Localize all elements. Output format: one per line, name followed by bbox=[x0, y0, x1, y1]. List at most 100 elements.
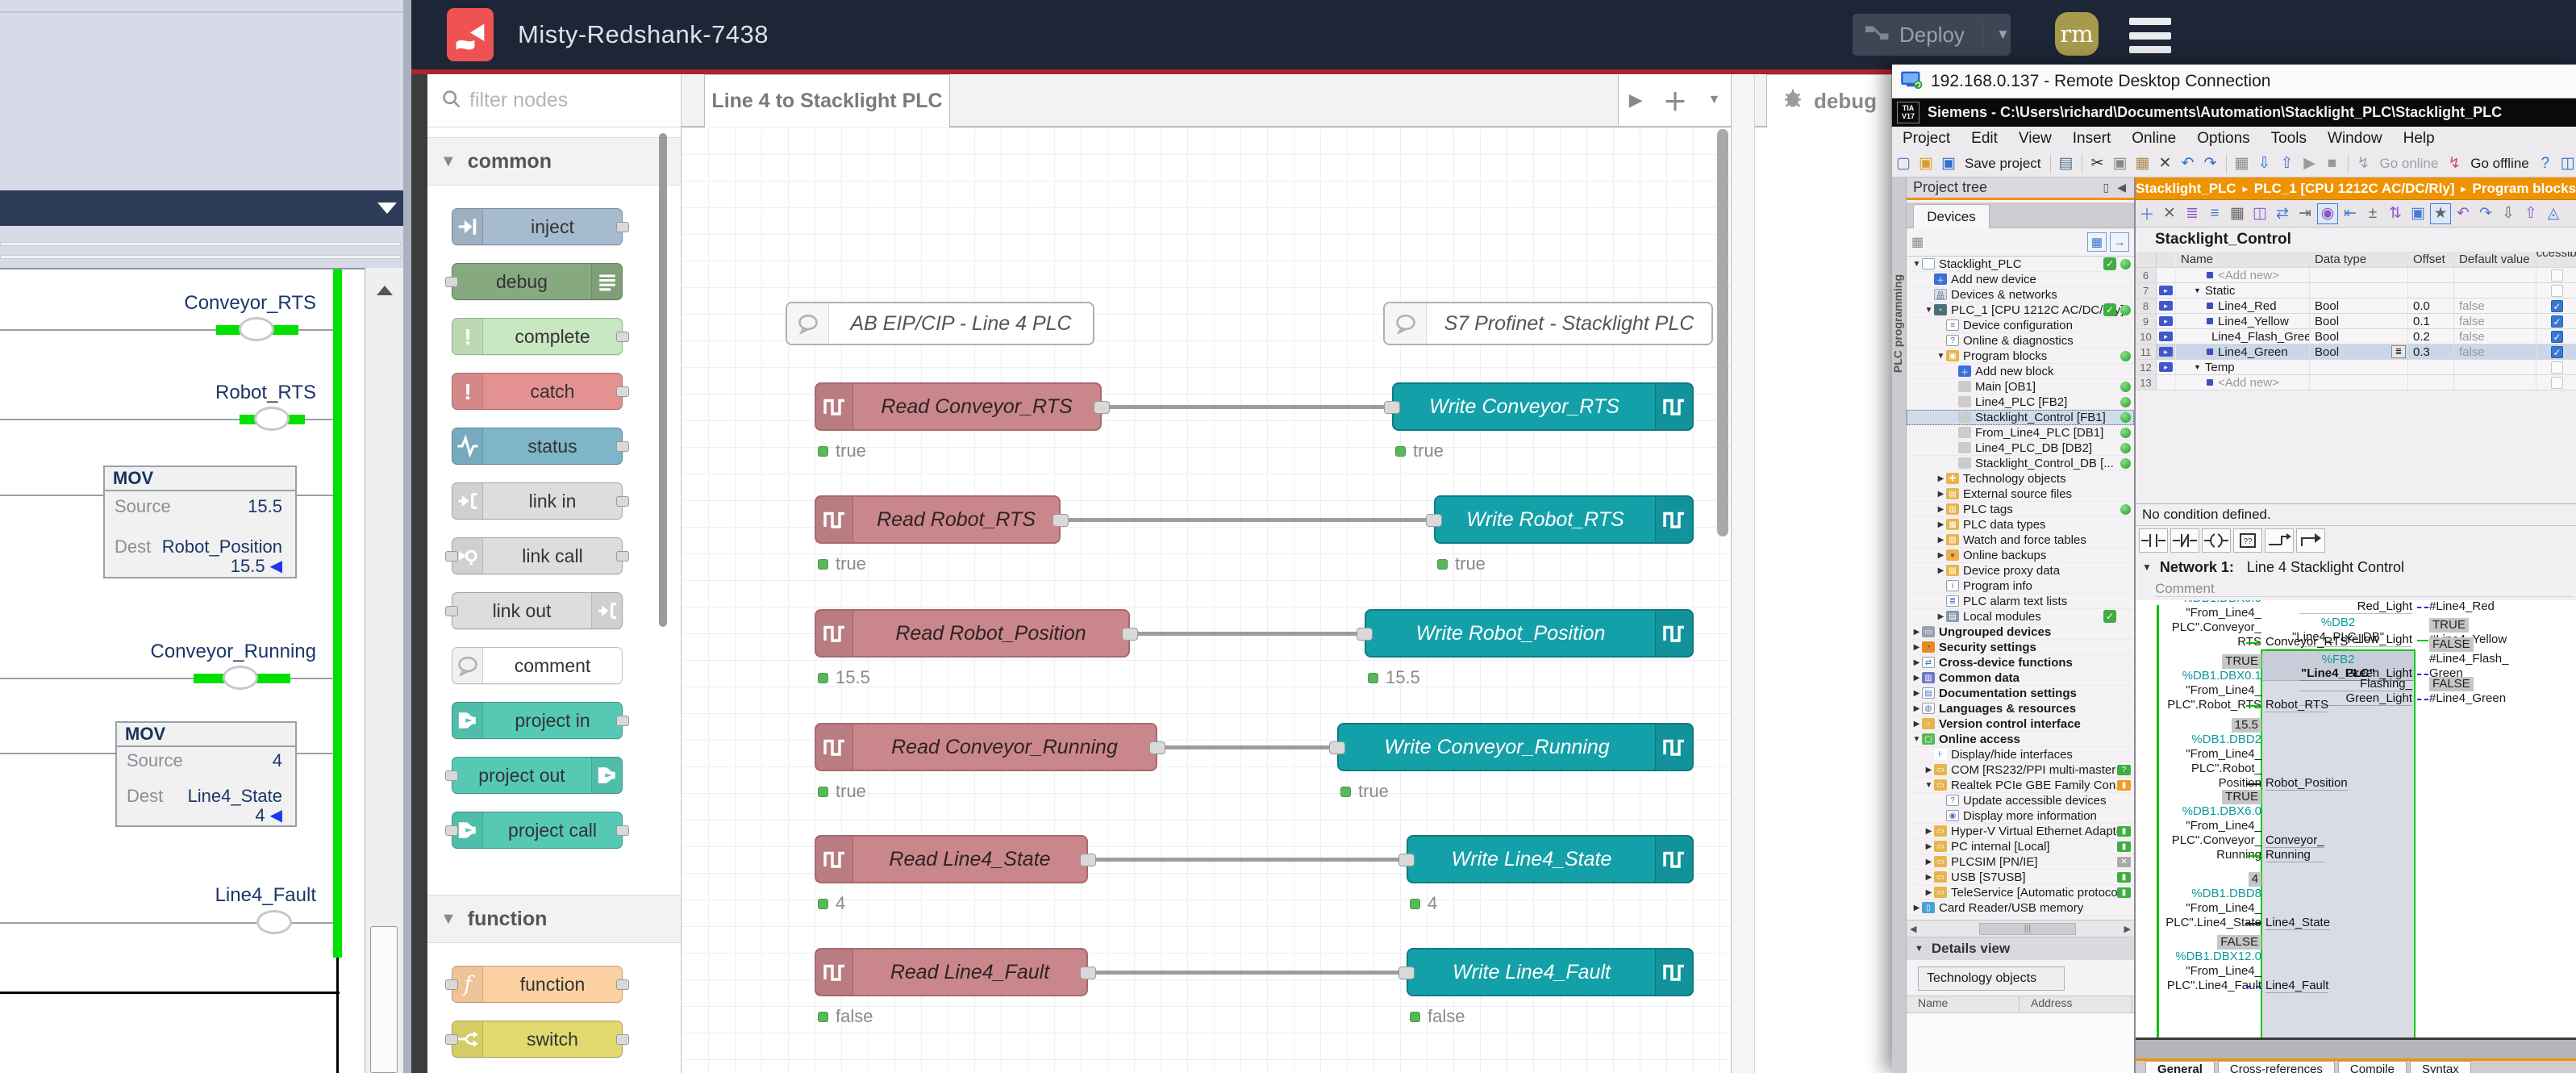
node-write-line4_state[interactable]: Write Line4_State bbox=[1398, 835, 1694, 883]
flow-tab[interactable]: Line 4 to Stacklight PLC bbox=[704, 74, 950, 127]
tree-item-local-modules[interactable]: ▶ ▤ Local modules ✓ bbox=[1907, 609, 2134, 624]
output-coil-icon[interactable] bbox=[223, 666, 258, 690]
tia-title-bar[interactable]: TIA V17 Siemens - C:\Users\richard\Docume… bbox=[1892, 98, 2576, 127]
chevron-down-icon[interactable]: ▼ bbox=[2142, 562, 2152, 573]
menu-insert[interactable]: Insert bbox=[2072, 129, 2111, 147]
output-port[interactable] bbox=[616, 1034, 629, 1045]
table-row-9[interactable]: 9 ▸ Line4_Yellow Bool 0.1 false ✓ bbox=[2136, 314, 2576, 329]
upload-block-icon[interactable]: ⇧ bbox=[2524, 205, 2537, 222]
cut-icon[interactable]: ✂ bbox=[2090, 155, 2104, 172]
tag-offset[interactable] bbox=[2408, 375, 2454, 390]
accessible-checkbox[interactable]: ✓ bbox=[2551, 299, 2563, 312]
output-port[interactable] bbox=[1080, 854, 1096, 866]
col-address[interactable]: Address bbox=[2020, 996, 2132, 1012]
collapse-panel-icon[interactable]: ◀ bbox=[2117, 181, 2126, 194]
palette-node-project-out[interactable]: project out bbox=[445, 757, 623, 794]
tab-compile[interactable]: Compile bbox=[2337, 1061, 2407, 1073]
table-row-12[interactable]: 12 ▸ ▼ Temp bbox=[2136, 360, 2576, 375]
tree-item-plcsim-pn-ie[interactable]: ▶ ▭ PLCSIM [PN/IE] ✕ bbox=[1907, 854, 2134, 870]
reject-call-icon[interactable]: ↷ bbox=[2479, 205, 2492, 222]
table-row-7[interactable]: 7 ▸ ▼ Static bbox=[2136, 283, 2576, 299]
tree-item-program-blocks[interactable]: ▼ ▣ Program blocks bbox=[1907, 349, 2134, 364]
tree-item-add-new-device[interactable]: ＋ Add new device bbox=[1907, 272, 2134, 287]
favorites-icon[interactable]: ★ bbox=[2430, 202, 2451, 224]
accessible-checkbox[interactable] bbox=[2551, 284, 2563, 297]
reset-start-values-icon[interactable]: ⇅ bbox=[2389, 205, 2402, 222]
flow-canvas[interactable]: AB EIP/CIP - Line 4 PLC S7 Profinet - Sta… bbox=[682, 127, 1731, 1073]
open-branch-icon[interactable] bbox=[2265, 528, 2294, 553]
node-read-conveyor_rts[interactable]: Read Conveyor_RTS bbox=[815, 382, 1110, 431]
tree-edit-icon[interactable]: ▦ bbox=[1911, 236, 1924, 249]
tree-expander-icon[interactable]: ▶ bbox=[1937, 489, 1945, 499]
palette-search[interactable] bbox=[427, 74, 681, 127]
tree-expander-icon[interactable]: ▶ bbox=[1937, 504, 1945, 514]
tree-item-teleservice-automatic-protoco[interactable]: ▶ ▭ TeleService [Automatic protoco... ▮ bbox=[1907, 885, 2134, 900]
tree-item-ungrouped-devices[interactable]: ▶ ▭ Ungrouped devices bbox=[1907, 624, 2134, 640]
output-port[interactable] bbox=[616, 825, 629, 836]
input-port[interactable] bbox=[1398, 967, 1415, 979]
chevron-down-icon[interactable] bbox=[377, 202, 397, 214]
node-read-line4_state[interactable]: Read Line4_State bbox=[815, 835, 1096, 883]
tree-expander-icon[interactable]: ▶ bbox=[1913, 903, 1920, 912]
accessible-checkbox[interactable] bbox=[2551, 269, 2563, 282]
tree-item-device-configuration[interactable]: ≡ Device configuration bbox=[1907, 318, 2134, 333]
tree-sync-icon[interactable]: → bbox=[2110, 232, 2129, 252]
start-cpu-icon[interactable]: ▶ bbox=[2303, 155, 2315, 172]
tree-expander-icon[interactable]: ▶ bbox=[1937, 550, 1945, 560]
accessible-checkbox[interactable]: ✓ bbox=[2551, 345, 2563, 358]
paste-icon[interactable]: ▦ bbox=[2135, 155, 2150, 172]
palette-node-debug[interactable]: debug bbox=[445, 263, 623, 300]
tag-datatype[interactable]: Bool bbox=[2315, 314, 2340, 328]
show-comments-icon[interactable]: ◉ bbox=[2317, 202, 2338, 224]
node-write-robot_rts[interactable]: Write Robot_RTS bbox=[1426, 495, 1694, 544]
tab-devices[interactable]: Devices bbox=[1913, 204, 1990, 228]
avatar[interactable]: rm bbox=[2055, 12, 2099, 56]
node-read-line4_fault[interactable]: Read Line4_Fault bbox=[815, 948, 1096, 996]
deploy-dropdown-icon[interactable]: ▼ bbox=[1982, 22, 2010, 48]
output-port[interactable] bbox=[616, 332, 629, 342]
save-project-label[interactable]: Save project bbox=[1965, 155, 2041, 171]
tree-item-usb-s7usb[interactable]: ▶ ▭ USB [S7USB] ▮ bbox=[1907, 870, 2134, 885]
tree-item-add-new-block[interactable]: ＋ Add new block bbox=[1907, 364, 2134, 379]
tree-item-line4-plc-fb2[interactable]: Line4_PLC [FB2] bbox=[1907, 395, 2134, 410]
upload-from-device-icon[interactable]: ⇧ bbox=[2280, 155, 2294, 172]
tree-item-plc-tags[interactable]: ▶ ▥ PLC tags bbox=[1907, 502, 2134, 517]
tree-item-security-settings[interactable]: ▶ ◔ Security settings bbox=[1907, 640, 2134, 655]
new-project-icon[interactable]: ▢ bbox=[1896, 155, 1911, 172]
hamburger-menu-icon[interactable] bbox=[2129, 18, 2171, 53]
palette-scrollbar[interactable] bbox=[659, 133, 667, 690]
tree-item-version-control-interface[interactable]: ▶ ▫ Version control interface bbox=[1907, 716, 2134, 732]
output-port[interactable] bbox=[616, 979, 629, 990]
menu-online[interactable]: Online bbox=[2132, 129, 2177, 147]
scroll-left-icon[interactable]: ◀ bbox=[1910, 925, 1917, 934]
mov-instruction[interactable]: MOV Source 15.5 Dest Robot_Position 15.5… bbox=[103, 466, 297, 578]
palette-node-link-in[interactable]: link in bbox=[452, 482, 629, 520]
tree-expander-icon[interactable]: ▶ bbox=[1937, 474, 1945, 483]
tree-item-plc-data-types[interactable]: ▶ ▦ PLC data types bbox=[1907, 517, 2134, 532]
tag-offset[interactable]: 0.0 bbox=[2408, 299, 2454, 313]
delete-network-icon[interactable]: ✕ bbox=[2163, 205, 2176, 222]
tree-item-stacklight-control-db[interactable]: Stacklight_Control_DB [... bbox=[1907, 456, 2134, 471]
tab-menu-icon[interactable]: ▼ bbox=[1707, 93, 1721, 106]
splitter-groove[interactable] bbox=[0, 242, 401, 246]
tree-item-display-more-information[interactable]: ◉ Display more information bbox=[1907, 808, 2134, 824]
redo-icon[interactable]: ↷ bbox=[2203, 155, 2217, 172]
tree-item-line4-plc-db-db2[interactable]: Line4_PLC_DB [DB2] bbox=[1907, 440, 2134, 456]
chevron-down-icon[interactable]: ▼ bbox=[1915, 944, 1924, 954]
node-read-robot_rts[interactable]: Read Robot_RTS bbox=[815, 495, 1069, 544]
tag-offset[interactable] bbox=[2408, 268, 2454, 282]
tree-item-from-line4-plc-db1[interactable]: From_Line4_PLC [DB1] bbox=[1907, 425, 2134, 440]
tree-item-pc-internal-local[interactable]: ▶ ▭ PC internal [Local] ▮ bbox=[1907, 839, 2134, 854]
datatype-picker-icon[interactable]: ≣ bbox=[2391, 345, 2406, 358]
output-coil-icon[interactable] bbox=[256, 910, 292, 934]
sidebar-splitter[interactable] bbox=[1731, 74, 1755, 1073]
node-write-conveyor_rts[interactable]: Write Conveyor_RTS bbox=[1384, 382, 1694, 431]
col-name[interactable]: Name bbox=[1907, 996, 2020, 1012]
tree-item-watch-and-force-tables[interactable]: ▶ ▧ Watch and force tables bbox=[1907, 532, 2134, 548]
canvas-vertical-scrollbar[interactable] bbox=[1717, 129, 1728, 536]
tree-expander-icon[interactable]: ▶ bbox=[1937, 566, 1945, 575]
menu-tools[interactable]: Tools bbox=[2270, 129, 2307, 147]
tab-general[interactable]: General bbox=[2145, 1061, 2215, 1073]
insert-network-icon[interactable]: ＋ bbox=[2139, 207, 2155, 223]
tree-expander-icon[interactable]: ▶ bbox=[1913, 704, 1920, 713]
